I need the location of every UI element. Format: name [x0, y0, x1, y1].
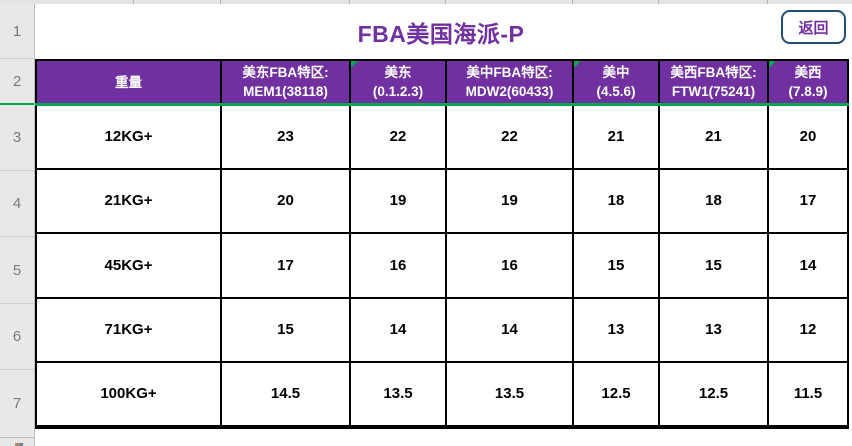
rate-cell[interactable]: 15	[572, 231, 660, 299]
header-row: 重量 美东FBA特区: MEM1(38118) 美东 (0.1.2.3) 美中F…	[35, 59, 849, 106]
page-title[interactable]: FBA美国海派-P	[357, 20, 525, 47]
rate-cell[interactable]: 20	[220, 167, 351, 234]
rate-cell[interactable]: 22	[445, 103, 574, 170]
grid-tick	[220, 0, 221, 4]
rate-cell[interactable]: 12	[767, 296, 849, 363]
header-west-line2: (7.8.9)	[788, 84, 828, 99]
table-row: 71KG+ 15 14 14 13 13 12	[35, 296, 849, 363]
grid-tick	[572, 0, 573, 4]
rate-cell[interactable]: 16	[349, 231, 447, 299]
column-header-strip	[0, 0, 852, 4]
rate-table: 重量 美东FBA特区: MEM1(38118) 美东 (0.1.2.3) 美中F…	[35, 59, 849, 429]
rate-cell[interactable]: 13.5	[349, 360, 447, 428]
title-row: FBA美国海派-P	[35, 4, 847, 59]
rate-cell[interactable]: 17	[767, 167, 849, 234]
header-east-fba-line1: 美东FBA特区:	[242, 65, 329, 80]
header-mid-fba[interactable]: 美中FBA特区: MDW2(60433)	[445, 59, 574, 106]
rate-cell[interactable]: 12.5	[572, 360, 660, 428]
header-mid-line1: 美中	[602, 65, 630, 80]
table-row: 21KG+ 20 19 19 18 18 17	[35, 167, 849, 234]
rate-cell[interactable]: 17	[220, 231, 351, 299]
rate-cell[interactable]: 11.5	[767, 360, 849, 428]
table-row: 45KG+ 17 16 16 15 15 14	[35, 231, 849, 299]
rate-cell[interactable]: 21	[658, 103, 769, 170]
flag-triangle-icon	[575, 61, 581, 68]
grid-tick	[349, 0, 350, 4]
row-number-4[interactable]: 4	[0, 171, 34, 237]
rate-cell[interactable]: 18	[658, 167, 769, 234]
flag-triangle-icon	[770, 61, 776, 68]
weight-cell[interactable]: 45KG+	[35, 231, 222, 299]
row-number-gutter: 1 2 3 4 5 6 7	[0, 4, 35, 446]
weight-cell[interactable]: 71KG+	[35, 296, 222, 363]
header-east-fba[interactable]: 美东FBA特区: MEM1(38118)	[220, 59, 351, 106]
rate-cell[interactable]: 15	[220, 296, 351, 363]
row-number-5[interactable]: 5	[0, 237, 34, 304]
header-east-fba-line2: MEM1(38118)	[243, 84, 328, 99]
header-mid-line2: (4.5.6)	[596, 84, 636, 99]
truncated-row8-content	[15, 443, 23, 446]
rate-cell[interactable]: 19	[445, 167, 574, 234]
rate-cell[interactable]: 12.5	[658, 360, 769, 428]
weight-cell[interactable]: 21KG+	[35, 167, 222, 234]
rate-cell[interactable]: 18	[572, 167, 660, 234]
rate-cell[interactable]: 14.5	[220, 360, 351, 428]
header-west-line1: 美西	[794, 65, 822, 80]
row-number-2[interactable]: 2	[0, 59, 34, 105]
header-weight[interactable]: 重量	[35, 59, 222, 106]
weight-cell[interactable]: 100KG+	[35, 360, 222, 428]
back-button[interactable]: 返回	[781, 10, 846, 44]
header-mid-fba-line1: 美中FBA特区:	[466, 65, 553, 80]
header-west-fba-line1: 美西FBA特区:	[670, 65, 757, 80]
rate-cell[interactable]: 13	[658, 296, 769, 363]
row-number-3[interactable]: 3	[0, 105, 34, 171]
header-mid-fba-line2: MDW2(60433)	[465, 84, 554, 99]
header-west-fba-line2: FTW1(75241)	[671, 84, 756, 99]
grid-tick	[445, 0, 446, 4]
rate-cell[interactable]: 14	[349, 296, 447, 363]
flag-triangle-icon	[352, 61, 358, 68]
row-number-7[interactable]: 7	[0, 370, 34, 438]
row-number-6[interactable]: 6	[0, 304, 34, 370]
grid-tick	[767, 0, 768, 4]
header-west[interactable]: 美西 (7.8.9)	[767, 59, 849, 106]
rate-cell[interactable]: 22	[349, 103, 447, 170]
table-row: 12KG+ 23 22 22 21 21 20	[35, 103, 849, 170]
header-west-fba[interactable]: 美西FBA特区: FTW1(75241)	[658, 59, 769, 106]
rate-cell[interactable]: 21	[572, 103, 660, 170]
rate-cell[interactable]: 15	[658, 231, 769, 299]
rate-cell[interactable]: 16	[445, 231, 574, 299]
table-row: 100KG+ 14.5 13.5 13.5 12.5 12.5 11.5	[35, 360, 849, 428]
rate-cell[interactable]: 14	[767, 231, 849, 299]
rate-cell[interactable]: 13.5	[445, 360, 574, 428]
header-east[interactable]: 美东 (0.1.2.3)	[349, 59, 447, 106]
grid-tick	[658, 0, 659, 4]
rate-cell[interactable]: 20	[767, 103, 849, 170]
rate-cell[interactable]: 13	[572, 296, 660, 363]
rate-cell[interactable]: 14	[445, 296, 574, 363]
grid-tick	[133, 0, 134, 4]
rate-cell[interactable]: 23	[220, 103, 351, 170]
weight-cell[interactable]: 12KG+	[35, 103, 222, 170]
header-east-line2: (0.1.2.3)	[372, 84, 424, 99]
header-mid[interactable]: 美中 (4.5.6)	[572, 59, 660, 106]
rate-cell[interactable]: 19	[349, 167, 447, 234]
header-east-line1: 美东	[384, 65, 412, 80]
row-number-1[interactable]: 1	[0, 4, 34, 59]
